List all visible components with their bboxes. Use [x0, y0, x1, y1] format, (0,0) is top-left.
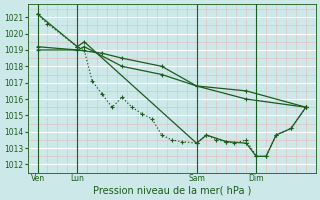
X-axis label: Pression niveau de la mer( hPa ): Pression niveau de la mer( hPa ) [92, 186, 251, 196]
